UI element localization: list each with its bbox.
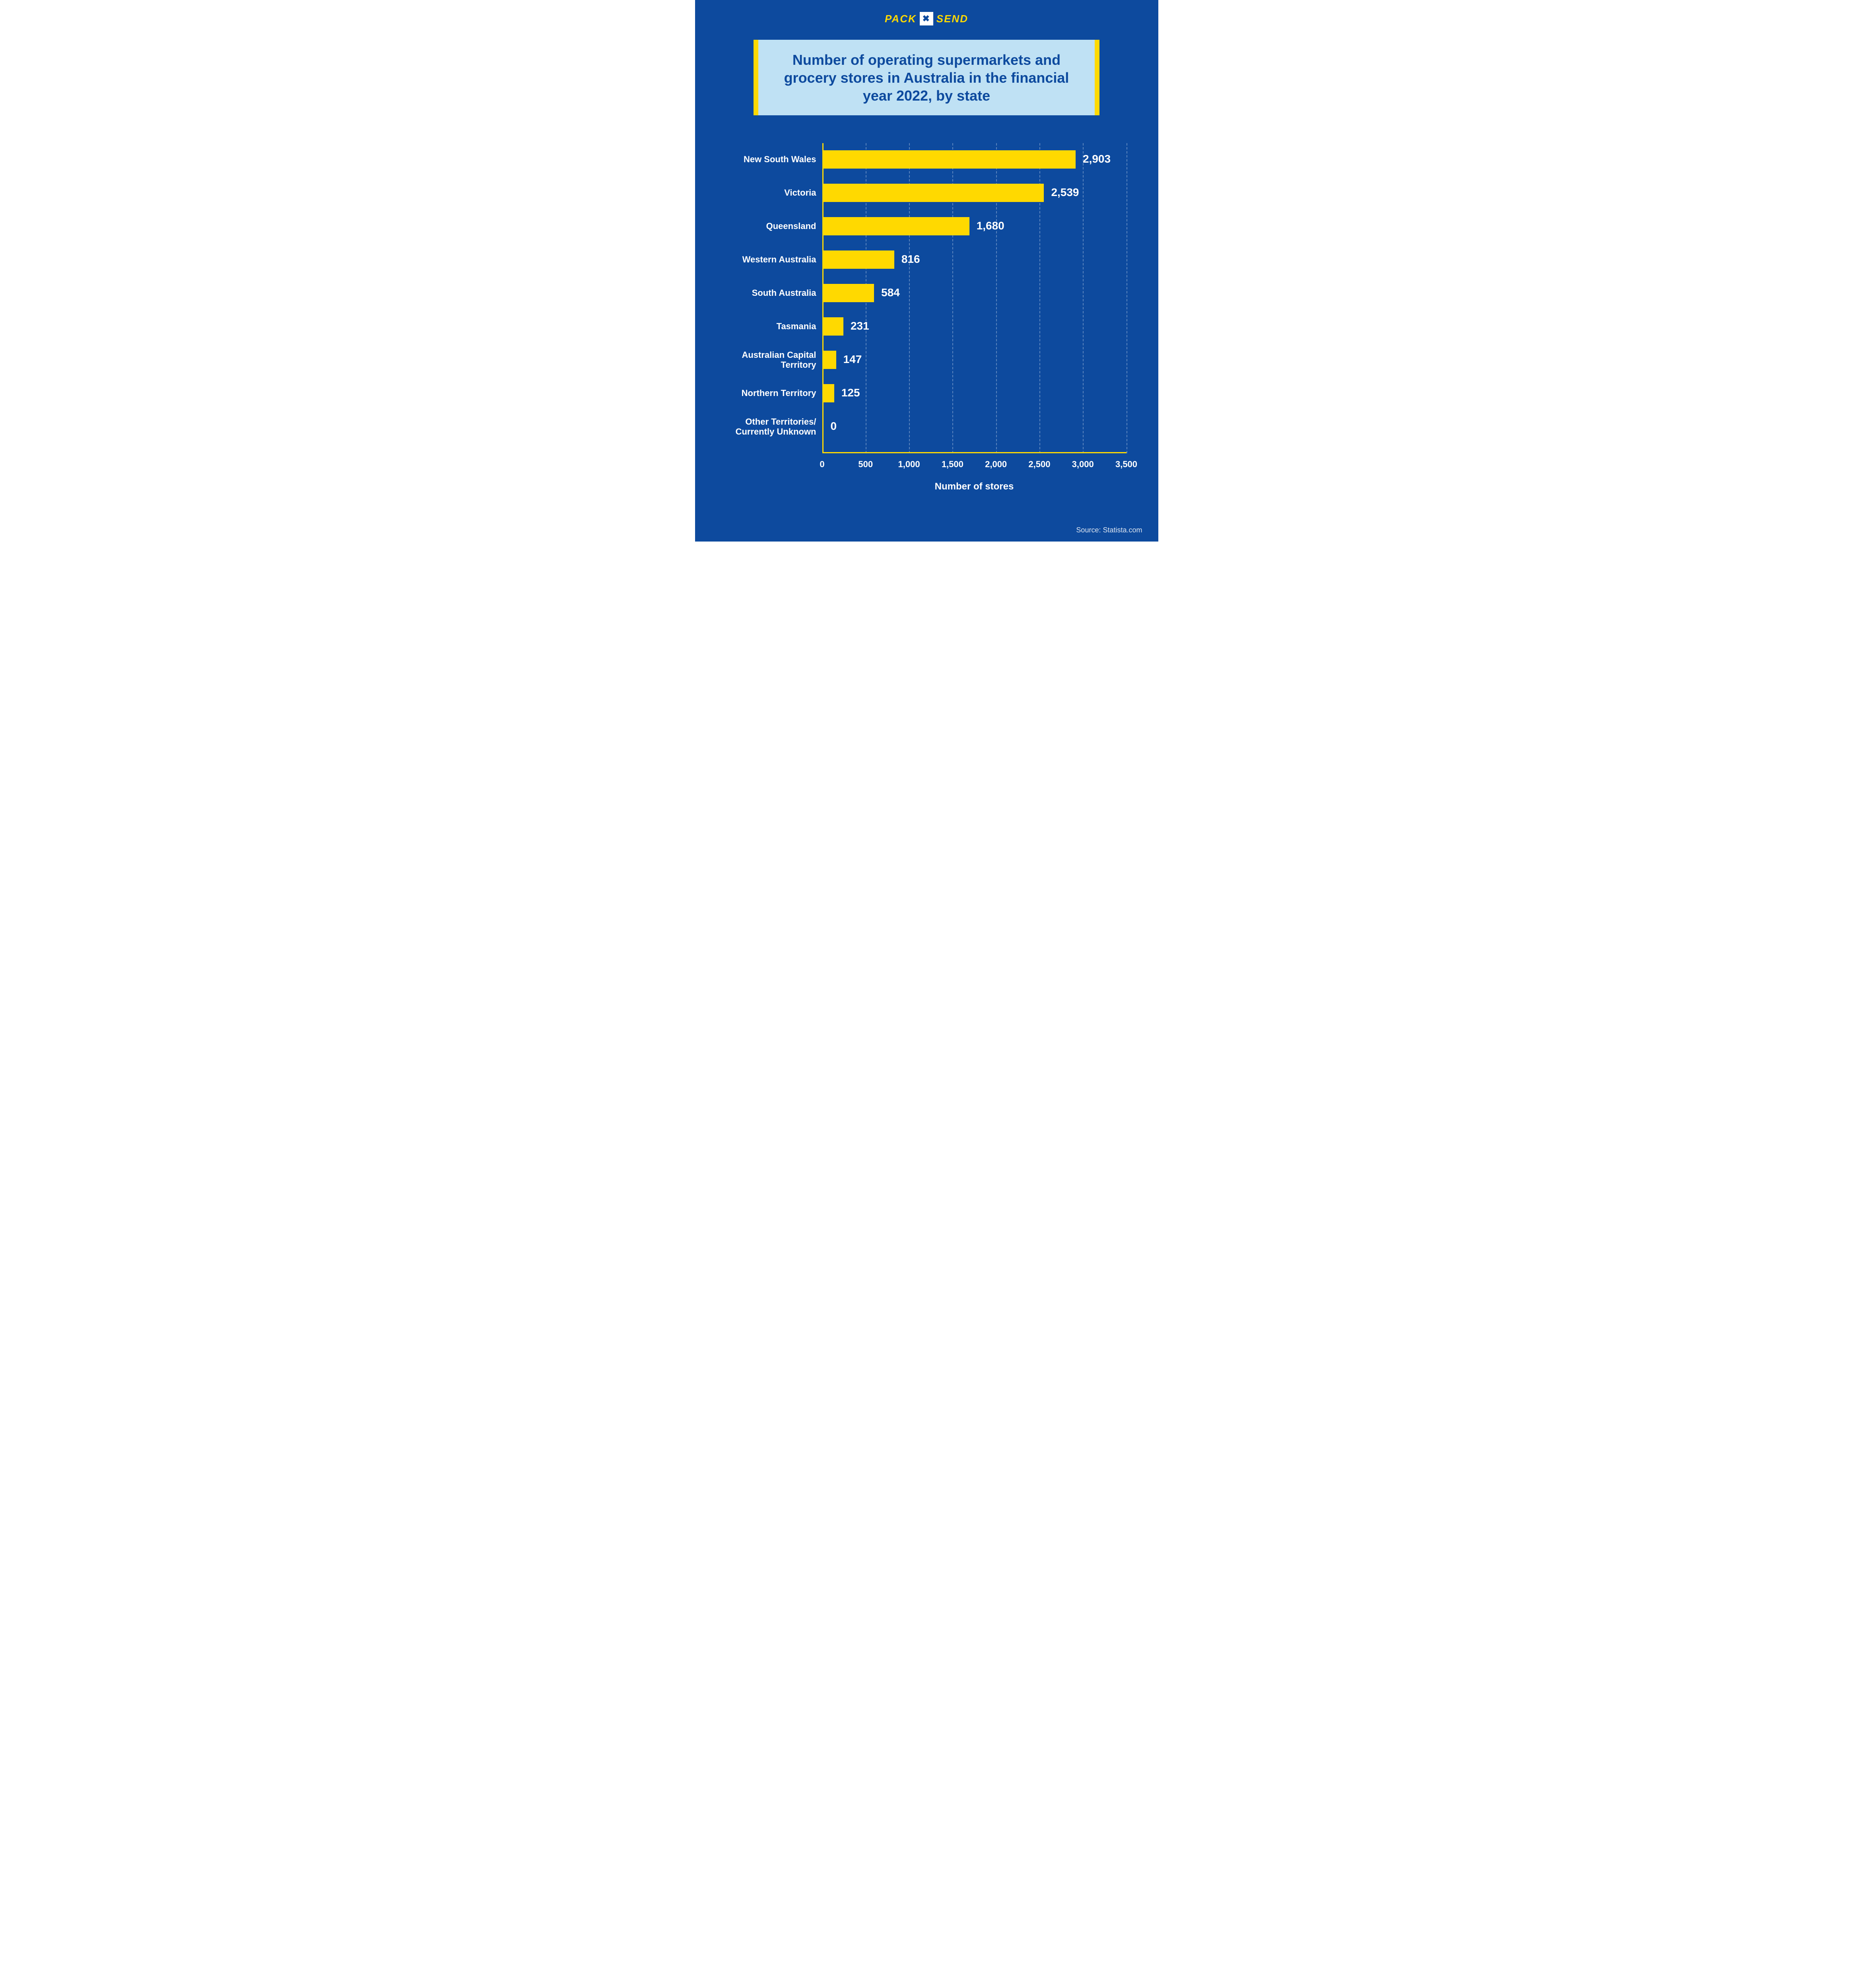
infographic-canvas: PACK ✖ SEND Number of operating supermar… [695, 0, 1158, 542]
y-axis-line [822, 143, 824, 453]
x-tick-label: 1,500 [942, 459, 963, 470]
bar [824, 317, 843, 336]
category-label: Victoria [727, 182, 816, 203]
x-axis-title: Number of stores [822, 481, 1127, 492]
bar [824, 250, 894, 269]
x-tick-label: 0 [820, 459, 824, 470]
x-tick-label: 3,000 [1072, 459, 1094, 470]
logo-text-right: SEND [936, 13, 968, 25]
chart-title: Number of operating supermarkets and gro… [782, 51, 1071, 105]
bar-value: 584 [881, 286, 900, 299]
bar [824, 150, 1076, 169]
x-axis-line [822, 452, 1127, 453]
logo-x-icon: ✖ [920, 12, 933, 25]
bar-value: 816 [901, 253, 920, 266]
x-tick-label: 500 [858, 459, 873, 470]
bar-value: 2,539 [1051, 186, 1079, 199]
bar [824, 184, 1044, 202]
category-label: Other Territories/ Currently Unknown [727, 416, 816, 437]
bar [824, 284, 874, 302]
x-tick-label: 3,500 [1115, 459, 1137, 470]
category-label: Australian Capital Territory [727, 349, 816, 370]
category-label: Northern Territory [727, 383, 816, 404]
bar-value: 147 [843, 353, 862, 366]
chart-area: 2,9032,5391,6808165842311471250 Number o… [727, 143, 1127, 485]
bar-value: 1,680 [977, 219, 1004, 232]
category-label: South Australia [727, 283, 816, 303]
bar-value: 231 [851, 320, 869, 332]
category-label: Tasmania [727, 316, 816, 337]
logo-wrap: PACK ✖ SEND [695, 12, 1158, 25]
bar-value: 2,903 [1083, 153, 1111, 165]
bar [824, 384, 834, 402]
bar [824, 351, 836, 369]
x-tick-label: 1,000 [898, 459, 920, 470]
source-attribution: Source: Statista.com [1076, 526, 1142, 534]
bar-value: 125 [841, 386, 860, 399]
x-tick-label: 2,500 [1028, 459, 1050, 470]
category-label: New South Wales [727, 149, 816, 170]
category-label: Western Australia [727, 249, 816, 270]
logo-text-left: PACK [885, 13, 917, 25]
gridline [1083, 143, 1084, 453]
category-label: Queensland [727, 216, 816, 237]
bar [824, 217, 969, 235]
bar-value: 0 [831, 420, 837, 433]
x-tick-label: 2,000 [985, 459, 1007, 470]
title-box: Number of operating supermarkets and gro… [754, 40, 1099, 115]
brand-logo: PACK ✖ SEND [885, 12, 968, 25]
plot-region: 2,903 2,539 1,680 816 584 231 147 125 0 [822, 143, 1127, 453]
